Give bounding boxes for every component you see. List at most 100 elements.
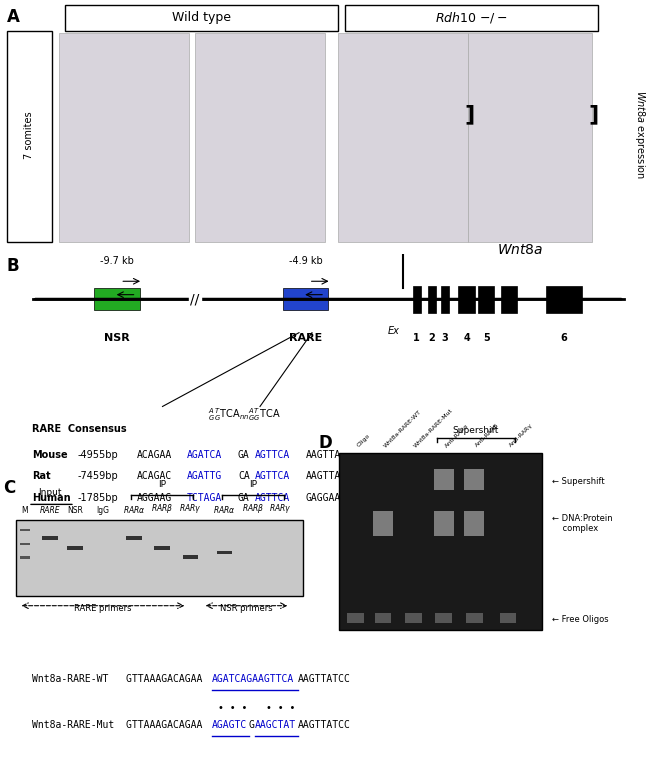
Text: AGTTCA: AGTTCA bbox=[255, 450, 290, 460]
Text: $\it{Wnt8a}$ expression: $\it{Wnt8a}$ expression bbox=[633, 90, 647, 180]
Bar bbox=[546, 286, 582, 312]
Text: IP: IP bbox=[158, 480, 166, 489]
Text: Human: Human bbox=[32, 493, 71, 503]
Text: Wnt8a-RARE-Mut: Wnt8a-RARE-Mut bbox=[413, 407, 454, 449]
Bar bbox=[478, 286, 494, 312]
Text: GAGGAA: GAGGAA bbox=[306, 493, 341, 503]
Text: $\it{Rdh10}$ $-/-$: $\it{Rdh10}$ $-/-$ bbox=[435, 10, 508, 25]
Text: RAR$\beta$: RAR$\beta$ bbox=[242, 503, 264, 516]
Text: ACAGAC: ACAGAC bbox=[136, 471, 172, 481]
Text: RAR$\gamma$: RAR$\gamma$ bbox=[179, 503, 202, 516]
Bar bbox=[126, 536, 142, 540]
Text: RAR$\gamma$: RAR$\gamma$ bbox=[270, 503, 292, 516]
Text: AGATTG: AGATTG bbox=[187, 471, 222, 481]
Text: Wnt8a-RARE-WT: Wnt8a-RARE-WT bbox=[383, 409, 422, 449]
Text: NSR: NSR bbox=[104, 333, 130, 342]
Text: AGATCAGAAGTTCA: AGATCAGAAGTTCA bbox=[211, 675, 294, 684]
Text: B: B bbox=[6, 257, 19, 274]
Bar bbox=[183, 555, 198, 558]
Bar bbox=[500, 613, 517, 623]
Bar bbox=[428, 286, 436, 312]
Bar bbox=[338, 33, 468, 242]
Text: ]: ] bbox=[588, 105, 599, 124]
Text: AGTTCA: AGTTCA bbox=[255, 471, 290, 481]
Text: Wnt8a-RARE-Mut  GTTAAAGACAGAA: Wnt8a-RARE-Mut GTTAAAGACAGAA bbox=[32, 720, 203, 730]
Text: //: // bbox=[190, 292, 200, 306]
Text: 6: 6 bbox=[560, 333, 567, 342]
Bar bbox=[16, 520, 303, 596]
Text: Supershift: Supershift bbox=[453, 426, 499, 435]
Text: -4.9 kb: -4.9 kb bbox=[289, 256, 322, 265]
Text: RARE: RARE bbox=[40, 507, 60, 516]
Text: M: M bbox=[21, 507, 28, 516]
Bar bbox=[468, 33, 592, 242]
Text: RAR$\beta$: RAR$\beta$ bbox=[151, 503, 174, 516]
Text: IP: IP bbox=[249, 480, 257, 489]
Text: Input: Input bbox=[38, 489, 62, 497]
Text: AGTTCA: AGTTCA bbox=[255, 493, 290, 503]
Text: ACAGAA: ACAGAA bbox=[136, 450, 172, 460]
Text: ← Supershift: ← Supershift bbox=[552, 477, 605, 487]
Text: • • •: • • • bbox=[218, 703, 248, 713]
Text: GA: GA bbox=[238, 450, 250, 460]
Text: CA: CA bbox=[238, 471, 250, 481]
Bar bbox=[6, 31, 52, 242]
Text: 5: 5 bbox=[483, 333, 489, 342]
Bar bbox=[20, 557, 30, 558]
Text: AAGTTATCC: AAGTTATCC bbox=[298, 675, 351, 684]
Bar bbox=[155, 546, 170, 550]
Bar bbox=[458, 286, 474, 312]
Bar bbox=[67, 546, 83, 550]
Text: G: G bbox=[248, 720, 255, 730]
Text: 4: 4 bbox=[463, 333, 470, 342]
Bar bbox=[466, 613, 483, 623]
Bar bbox=[436, 613, 452, 623]
Text: Wild type: Wild type bbox=[172, 12, 231, 25]
Bar bbox=[373, 511, 393, 536]
Bar bbox=[217, 550, 233, 554]
Bar bbox=[58, 33, 188, 242]
Text: NSR: NSR bbox=[67, 507, 83, 516]
Bar bbox=[374, 613, 391, 623]
Text: Oligo: Oligo bbox=[356, 433, 371, 449]
Text: AAGCTAT: AAGCTAT bbox=[255, 720, 296, 730]
Bar bbox=[441, 286, 448, 312]
Bar bbox=[65, 5, 338, 31]
Text: 2: 2 bbox=[428, 333, 435, 342]
Bar bbox=[413, 286, 421, 312]
Text: AGATCA: AGATCA bbox=[187, 450, 222, 460]
Text: RARE  Consensus: RARE Consensus bbox=[32, 424, 127, 434]
Text: GA: GA bbox=[238, 493, 250, 503]
Text: AAGTTA: AAGTTA bbox=[306, 450, 341, 460]
Text: Anti-RARβ: Anti-RARβ bbox=[474, 423, 500, 449]
Text: RARE primers: RARE primers bbox=[74, 604, 132, 613]
Text: AGGAAG: AGGAAG bbox=[136, 493, 172, 503]
Text: NSR primers: NSR primers bbox=[220, 604, 273, 613]
Text: 7 somites: 7 somites bbox=[24, 111, 34, 159]
Text: Rat: Rat bbox=[32, 471, 51, 481]
Text: RARE: RARE bbox=[289, 333, 322, 342]
Text: TCTAGA: TCTAGA bbox=[187, 493, 222, 503]
Bar bbox=[348, 613, 365, 623]
Text: Wnt8a-RARE-WT   GTTAAAGACAGAA: Wnt8a-RARE-WT GTTAAAGACAGAA bbox=[32, 675, 203, 684]
Text: -9.7 kb: -9.7 kb bbox=[100, 256, 134, 265]
Text: AGAGTC: AGAGTC bbox=[211, 720, 247, 730]
Bar bbox=[405, 613, 422, 623]
Text: ]: ] bbox=[465, 105, 475, 124]
Bar bbox=[42, 536, 58, 540]
Text: AAGTTA: AAGTTA bbox=[306, 471, 341, 481]
Bar bbox=[20, 543, 30, 544]
Bar bbox=[464, 470, 484, 490]
Bar bbox=[434, 511, 454, 536]
Bar bbox=[434, 470, 454, 490]
Text: • • •: • • • bbox=[265, 703, 295, 713]
Bar bbox=[500, 286, 517, 312]
Text: C: C bbox=[3, 480, 16, 497]
Bar bbox=[94, 288, 140, 311]
Text: RAR$\alpha$: RAR$\alpha$ bbox=[213, 504, 236, 516]
Text: $^A_G$$^T_G$TCA$_{nn}$$^A_G$$^T_G$TCA: $^A_G$$^T_G$TCA$_{nn}$$^A_G$$^T_G$TCA bbox=[208, 406, 281, 423]
Text: ← Free Oligos: ← Free Oligos bbox=[552, 614, 608, 624]
Text: Anti-RARγ: Anti-RARγ bbox=[508, 423, 534, 449]
Text: RAR$\alpha$: RAR$\alpha$ bbox=[123, 504, 146, 516]
Bar bbox=[20, 529, 30, 530]
